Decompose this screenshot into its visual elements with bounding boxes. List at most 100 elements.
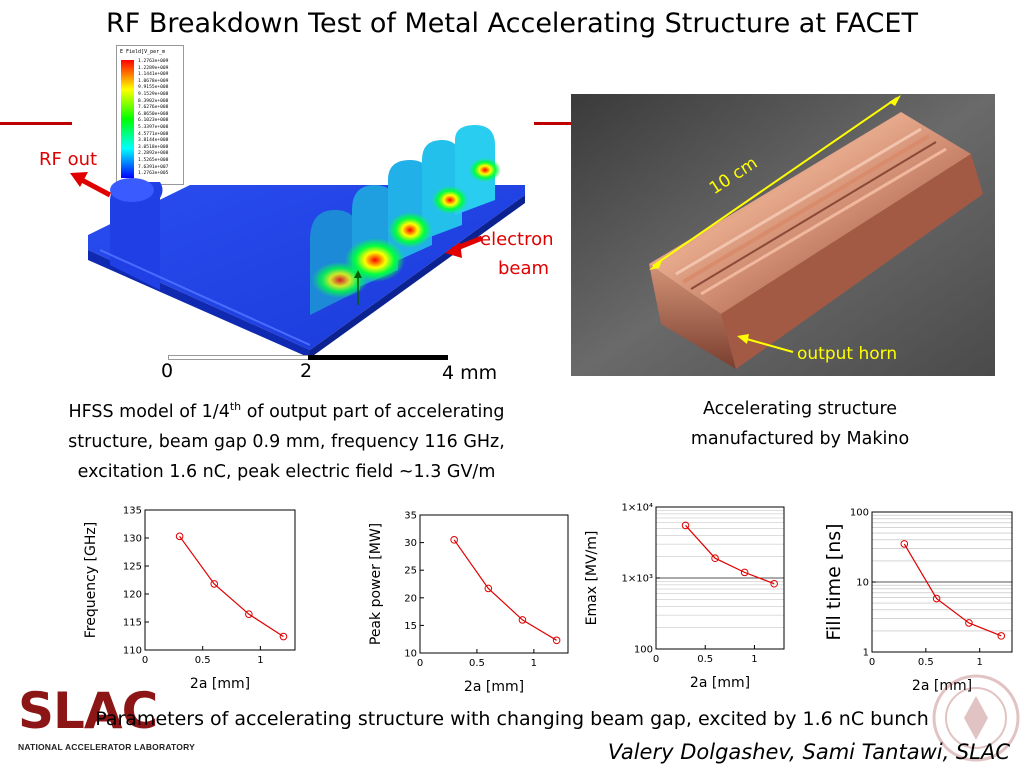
y-tick-label: 110 [123,646,142,657]
data-point [681,521,690,530]
x-tick-label: 1 [257,655,263,666]
plot-frequency: 110 115 120 125 130 135 0 0.5 1 Frequency [GHz] 2a… [83,506,296,692]
legend-value: 7.6276e+008 [138,105,169,111]
x-tick-label: 0 [142,655,148,666]
data-point [997,632,1006,640]
series-line [685,525,775,585]
data-point [770,579,778,588]
x-axis-label: 2a [mm] [190,676,250,692]
copper-front [649,264,736,369]
legend-value: 3.0518e+008 [138,144,169,150]
plot-emax: 100 1×10³ 1×10⁴ 0 0.5 1 Emax [MV/m] 2a [mm] [584,503,785,691]
x-tick-label: 0.5 [195,655,211,666]
field-legend: E Field[V_per_m 1.2763e+009 1.2289e+009 1.… [116,45,184,185]
copper-top [649,112,971,314]
x-tick-label: 0.5 [918,657,934,668]
x-tick-label: 0 [653,654,659,665]
plot-peak-power: 10 15 20 25 30 35 0 0.5 1 Peak power [MW] 2a [mm] [368,511,569,695]
y-axis-label: Peak power [MW] [368,523,384,645]
y-tick-label: 15 [404,621,417,632]
series-line [179,535,284,638]
structure-photo [571,94,995,376]
model-groove [99,249,311,346]
legend-value: 9.9155e+008 [138,85,169,91]
rf-out-label: RF out [39,149,98,170]
electron-label: electron [480,229,554,250]
y-tick-label: 25 [404,566,417,577]
y-tick-label: 125 [123,562,142,573]
legend-value: 8.3902e+008 [138,98,169,104]
legend-value: 6.8650e+008 [138,111,169,117]
y-tick-label: 100 [850,508,869,519]
output-horn-label: output horn [797,344,898,364]
data-point [552,636,561,645]
legend-value: 1.5265e+008 [138,157,169,163]
data-point [245,610,253,618]
data-point [900,540,909,548]
scale-label-2: 2 [300,360,313,382]
model-right-face [310,195,525,358]
legend-colorbar [121,60,134,178]
slac-logo-subtitle: NATIONAL ACCELERATOR LABORATORY [18,742,195,752]
hfss-caption-line3: excitation 1.6 nC, peak electric field ~… [77,461,496,482]
x-tick-label: 1 [977,657,983,668]
legend-title: E Field[V_per_m [120,49,166,55]
y-tick-label: 100 [634,645,653,656]
legend-value: 1.1441e+009 [138,72,169,78]
data-point [965,619,973,627]
y-tick-label: 130 [123,534,142,545]
output-horn-arrow [742,337,794,353]
y-tick-label: 115 [123,618,142,629]
y-axis-label: Emax [MV/m] [584,531,600,626]
y-tick-label: 10 [856,578,869,589]
legend-value: 1.2763e+009 [138,59,169,64]
hfss-caption-line1: HFSS model of 1/4th of output part of ac… [68,400,505,422]
legend-value: 1.2289e+009 [138,65,169,71]
legend-value: 4.5771e+008 [138,131,169,137]
y-tick-label: 1 [863,648,869,659]
x-tick-label: 0 [869,657,875,668]
data-point [932,594,941,603]
ten-cm-arrow [652,97,898,267]
y-tick-label: 120 [123,590,142,601]
rf-out-arrow [76,175,112,198]
bottom-caption: Parameters of accelerating structure wit… [95,708,929,730]
data-point [518,616,527,624]
x-axis-label: 2a [mm] [690,675,750,691]
legend-value: 3.8144e+008 [138,138,169,144]
legend-value: 1.2763e+005 [138,171,169,177]
author-credit: Valery Dolgashev, Sami Tantawi, SLAC [607,740,1010,764]
y-axis-label: Frequency [GHz] [83,522,99,638]
x-tick-label: 1 [531,658,537,669]
y-axis-label: Fill time [ns] [823,523,845,640]
plot-frame [419,514,569,654]
series-line [453,539,557,641]
series-line [903,543,1002,637]
y-tick-label: 20 [404,593,417,604]
x-tick-label: 0.5 [469,658,485,669]
legend-value: 5.3397e+008 [138,124,169,130]
legend-value: 6.1023e+008 [138,118,169,124]
x-axis-label: 2a [mm] [912,678,972,694]
data-point [210,580,219,588]
y-tick-label: 1×10³ [622,574,653,585]
hfss-model [70,125,525,358]
data-point [450,536,458,544]
slide-title: RF Breakdown Test of Metal Accelerating … [106,8,918,39]
x-axis-label: 2a [mm] [464,679,524,695]
legend-value: 1.0678e+009 [138,78,169,84]
legend-value: 9.1529e+008 [138,91,169,97]
slac-logo: SLAC [18,682,158,740]
title-rule-left [0,122,72,125]
legend-values: 1.2763e+009 1.2289e+009 1.1441e+009 1.0678e… [138,59,168,178]
legend-value: 7.6391e+007 [138,164,169,170]
scale-bar-dark [308,355,448,360]
y-tick-label: 1×10⁴ [622,503,653,514]
scale-label-0: 0 [161,360,174,382]
hfss-caption: HFSS model of 1/4th of output part of ac… [14,392,559,487]
data-point [175,532,184,541]
title-rule-right [534,122,572,125]
data-point [279,632,288,641]
data-point [740,568,749,577]
plot-frame [144,509,296,651]
